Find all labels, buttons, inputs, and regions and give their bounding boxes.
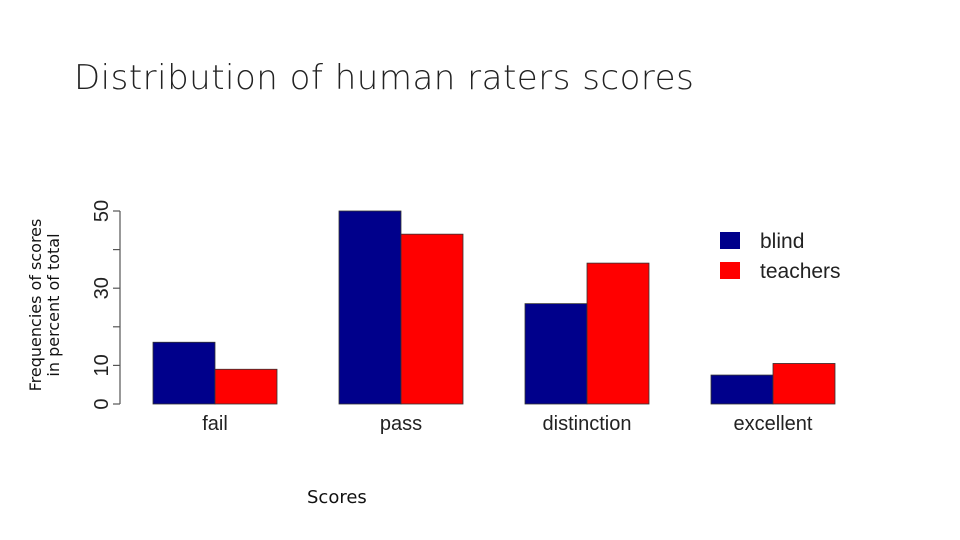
category-label-fail: fail: [202, 413, 228, 435]
bar-blind-distinction: [524, 303, 588, 405]
category-label-distinction: distinction: [543, 413, 632, 435]
y-tick-label: 30: [91, 277, 113, 299]
y-tick-label: 50: [91, 200, 113, 222]
legend-swatch-teachers: [720, 262, 740, 279]
legend-swatch-blind: [720, 232, 740, 249]
bar-teachers-excellent: [772, 363, 836, 405]
bar-teachers-distinction: [586, 262, 650, 405]
bar-teachers-pass: [400, 233, 464, 405]
bar-blind-excellent: [710, 374, 774, 405]
legend-label-teachers: teachers: [760, 260, 841, 283]
chart-title: Distribution of human raters scores: [74, 58, 695, 98]
x-axis-title: Scores: [307, 487, 367, 508]
category-label-excellent: excellent: [734, 413, 813, 435]
legend-label-blind: blind: [760, 230, 804, 253]
bar-blind-fail: [152, 341, 216, 405]
category-label-pass: pass: [380, 413, 422, 435]
bar-teachers-fail: [214, 368, 278, 405]
y-tick-label: 0: [91, 398, 113, 409]
y-tick-label: 10: [91, 354, 113, 376]
bar-blind-pass: [338, 210, 402, 405]
